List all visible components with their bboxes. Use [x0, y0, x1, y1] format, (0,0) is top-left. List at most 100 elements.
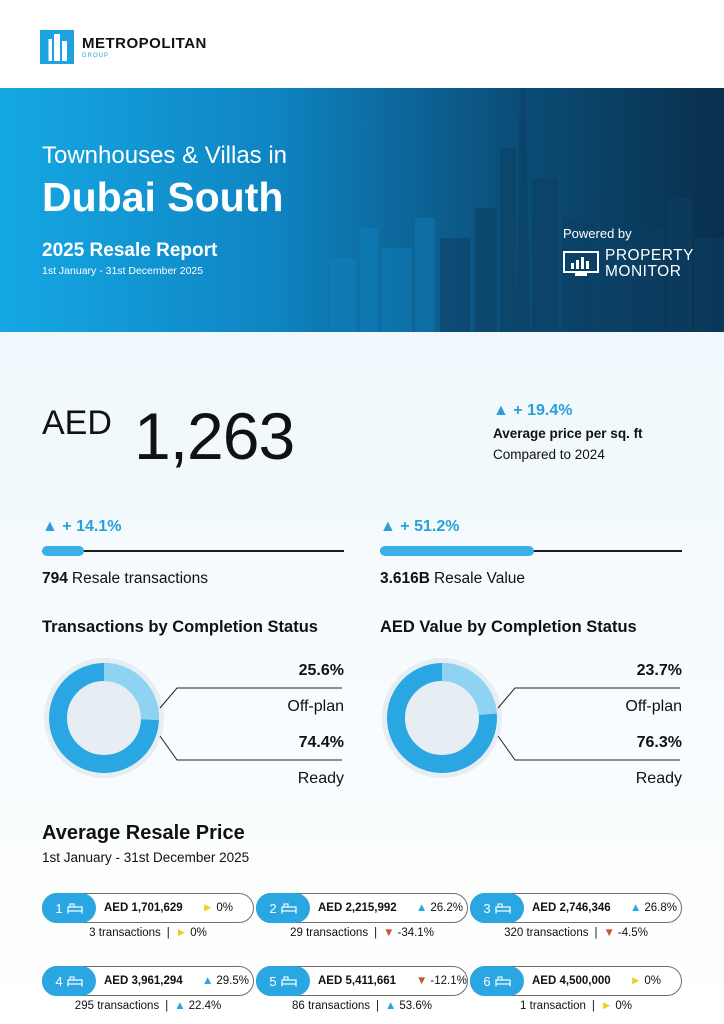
report-dates: 1st January - 31st December 2025: [42, 265, 204, 277]
donut-offplan-arc: [103, 663, 159, 721]
report-title: 2025 Resale Report: [42, 240, 218, 261]
transactions-row: 320 transactions | ▼ -4.5%: [470, 927, 682, 939]
transactions-row: 1 transaction | ► 0%: [470, 1000, 682, 1012]
up-triangle-icon: ▲: [380, 518, 396, 535]
avg-price-value: AED 2,746,346: [532, 902, 611, 914]
price-compare: Compared to 2024: [493, 447, 605, 462]
price-per-sqft-value: 1,263: [134, 399, 295, 473]
avg-price-title: Average Resale Price: [42, 822, 245, 844]
separator: |: [376, 1000, 379, 1012]
transaction-change: -4.5%: [617, 927, 648, 939]
resale-value-label: Resale Value: [433, 570, 526, 587]
brand-name: METROPOLITAN: [82, 34, 207, 52]
price-change-value: 0%: [216, 902, 234, 914]
resale-value-progress-fill: [380, 546, 534, 556]
transaction-label: transactions: [307, 1000, 370, 1012]
price-pill: 6 AED 4,500,000 ► 0%: [470, 966, 682, 996]
transaction-change: -34.1%: [397, 927, 434, 939]
transactions-donut-chart: [44, 658, 342, 778]
price-pill: 3 AED 2,746,346 ▲ 26.8%: [470, 893, 682, 923]
bed-icon: [281, 902, 297, 913]
down-triangle-icon: ▼: [383, 927, 395, 939]
transactions-text: 794 Resale transactions: [42, 570, 208, 588]
skyline-image: [330, 88, 724, 332]
avg-price-value: AED 1,701,629: [104, 902, 183, 914]
transaction-count: 3: [89, 927, 96, 939]
brand-sub: GROUP: [82, 52, 110, 59]
bedroom-badge: 5: [256, 966, 310, 996]
transactions-count: 794: [42, 570, 68, 587]
up-triangle-icon: ▲: [174, 1000, 186, 1012]
transaction-count: 1: [520, 1000, 527, 1012]
bed-icon: [495, 902, 511, 913]
separator: |: [591, 1000, 595, 1012]
bed-icon: [67, 902, 83, 913]
transactions-ready-label: Ready: [297, 770, 344, 787]
transactions-ready-pct: 74.4%: [298, 734, 344, 751]
value-donut-chart: [382, 658, 680, 778]
transaction-count: 320: [504, 927, 524, 939]
bedroom-badge: 1: [42, 893, 96, 923]
value-offplan-pct: 23.7%: [636, 662, 682, 679]
transaction-count: 295: [74, 1000, 94, 1012]
transactions-offplan-pct: 25.6%: [298, 662, 344, 679]
transaction-label: transactions: [97, 1000, 160, 1012]
partner-line2: MONITOR: [605, 263, 682, 280]
flat-triangle-icon: ►: [630, 975, 642, 987]
bedroom-count: 1: [55, 900, 63, 916]
hero-banner: Townhouses & Villas in Dubai South 2025 …: [0, 88, 724, 332]
price-change-badge: ▼ -12.1%: [416, 975, 467, 987]
separator: |: [374, 927, 378, 939]
price-change-value: -12.1%: [430, 975, 467, 987]
transactions-status-title: Transactions by Completion Status: [42, 618, 318, 636]
bedroom-count: 3: [483, 900, 491, 916]
down-triangle-icon: ▼: [603, 927, 615, 939]
header-bar: [0, 0, 724, 88]
flat-triangle-icon: ►: [202, 902, 214, 914]
bedroom-badge: 4: [42, 966, 96, 996]
bedroom-badge: 6: [470, 966, 524, 996]
powered-by-label: Powered by: [563, 226, 632, 241]
price-pill: 1 AED 1,701,629 ► 0%: [42, 893, 254, 923]
value-status-title: AED Value by Completion Status: [380, 618, 637, 636]
up-triangle-icon: ▲: [493, 402, 509, 419]
bed-icon: [67, 975, 83, 986]
bedroom-badge: 2: [256, 893, 310, 923]
flat-triangle-icon: ►: [600, 1000, 613, 1012]
avg-price-value: AED 2,215,992: [318, 902, 397, 914]
flat-triangle-icon: ►: [175, 927, 188, 939]
offplan-leader-line: [159, 687, 342, 709]
ready-leader-line: [159, 735, 342, 761]
value-ready-label: Ready: [635, 770, 682, 787]
price-change-badge: ▲ 29.5%: [202, 975, 249, 987]
bedroom-badge: 3: [470, 893, 524, 923]
down-triangle-icon: ▼: [416, 975, 428, 987]
resale-value-text: 3.616B Resale Value: [380, 570, 525, 588]
hero-title: Dubai South: [42, 174, 284, 220]
transaction-change: 0%: [615, 1000, 632, 1012]
price-pill: 5 AED 5,411,661 ▼ -12.1%: [256, 966, 468, 996]
transactions-change: ▲ + 14.1%: [42, 518, 121, 536]
value-ready-pct: 76.3%: [636, 734, 682, 751]
bed-icon: [281, 975, 297, 986]
metropolitan-logo: METROPOLITAN GROUP: [40, 30, 207, 64]
resale-value-change-value: + 51.2%: [400, 518, 460, 535]
up-triangle-icon: ▲: [42, 518, 58, 535]
partner-line1: PROPERTY: [605, 247, 694, 264]
avg-price-value: AED 5,411,661: [318, 975, 397, 987]
transactions-change-value: + 14.1%: [62, 518, 122, 535]
price-change-value: + 19.4%: [513, 402, 573, 419]
price-label: Average price per sq. ft: [493, 426, 643, 441]
transaction-change: 0%: [190, 927, 207, 939]
transaction-count: 86: [291, 1000, 305, 1012]
resale-value-amount: 3.616B: [380, 570, 430, 587]
transaction-label: transactions: [526, 927, 589, 939]
transactions-row: 86 transactions | ▲ 53.6%: [256, 1000, 468, 1012]
price-change-badge: ► 0%: [630, 975, 661, 987]
value-offplan-label: Off-plan: [625, 698, 682, 715]
resale-value-change: ▲ + 51.2%: [380, 518, 459, 536]
donut-offplan-arc: [441, 663, 497, 716]
avg-price-value: AED 3,961,294: [104, 975, 183, 987]
bedroom-count: 4: [55, 973, 63, 989]
transaction-label: transaction: [529, 1000, 586, 1012]
